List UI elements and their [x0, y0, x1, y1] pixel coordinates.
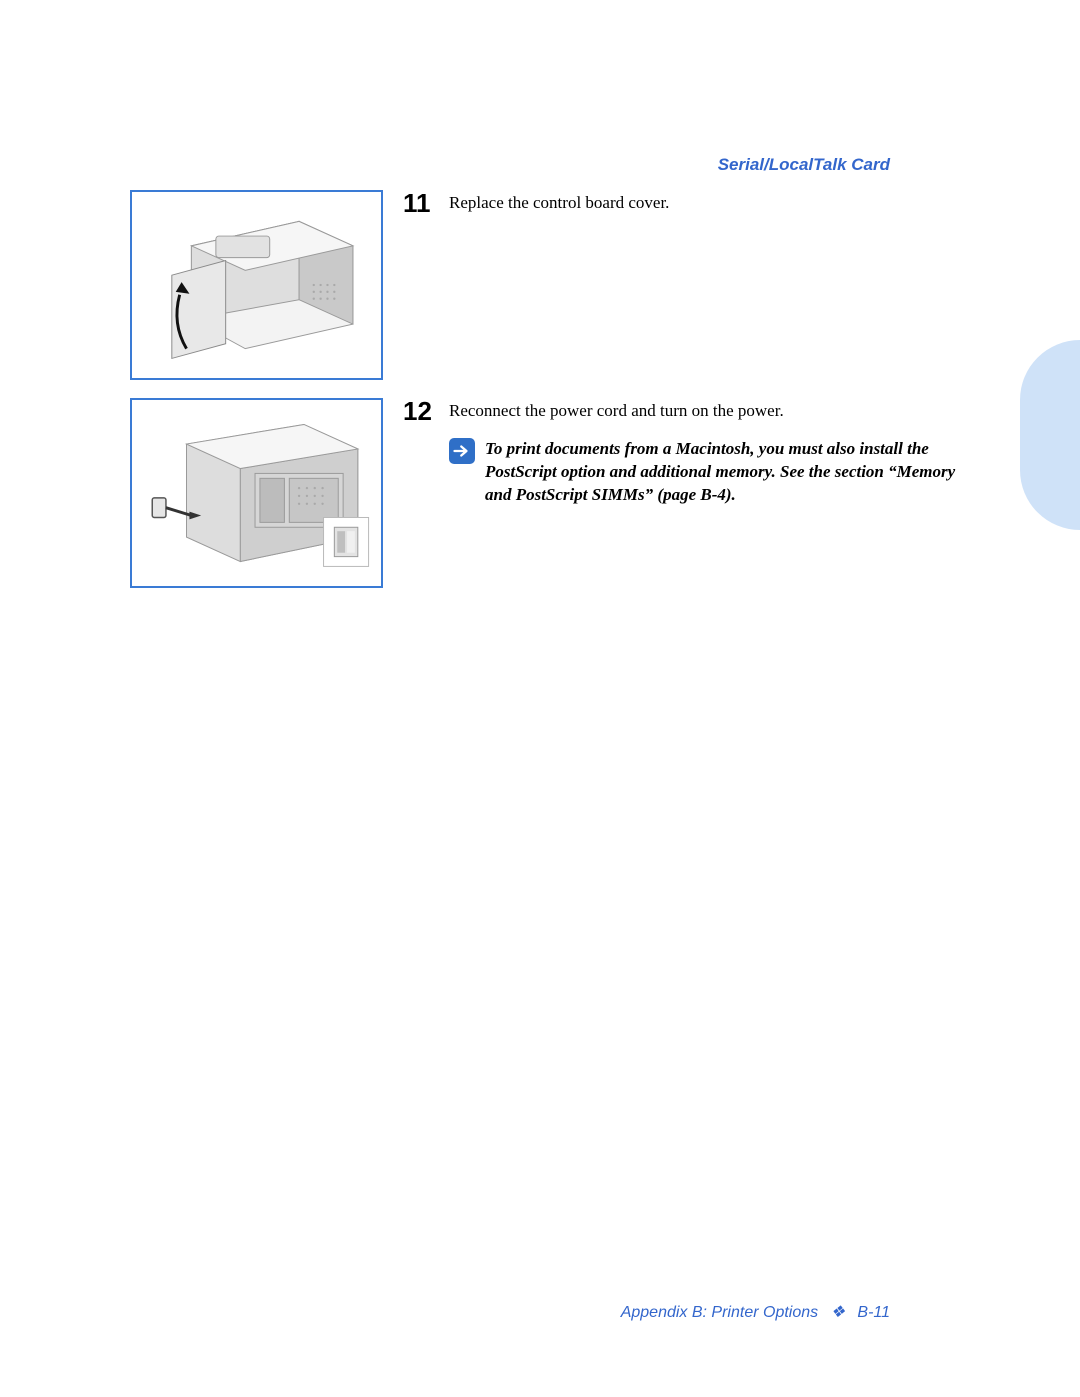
- thumb-tab: [1020, 340, 1080, 530]
- page-footer: Appendix B: Printer Options ❖ B-11: [621, 1302, 890, 1322]
- step-row: 12 Reconnect the power cord and turn on …: [130, 398, 960, 588]
- step-number: 11: [403, 190, 439, 216]
- footer-page-number: B-11: [857, 1304, 890, 1321]
- footer-bullet-icon: ❖: [831, 1304, 845, 1321]
- step-instruction: Reconnect the power cord and turn on the…: [449, 398, 784, 423]
- manual-page: Serial/LocalTalk Card: [0, 0, 1080, 1397]
- section-header: Serial/LocalTalk Card: [718, 155, 890, 175]
- note-text: To print documents from a Macintosh, you…: [485, 438, 960, 507]
- printer-power-illustration: [132, 400, 381, 586]
- note-arrow-icon: [449, 438, 475, 464]
- step-number: 12: [403, 398, 439, 424]
- step-row: 11 Replace the control board cover.: [130, 190, 960, 380]
- step-text: 11 Replace the control board cover.: [403, 190, 960, 216]
- step-text: 12 Reconnect the power cord and turn on …: [403, 398, 960, 507]
- step-instruction: Replace the control board cover.: [449, 190, 669, 215]
- note-block: To print documents from a Macintosh, you…: [449, 438, 960, 507]
- figure-printer-power: [130, 398, 383, 588]
- footer-appendix: Appendix B: Printer Options: [621, 1304, 818, 1321]
- printer-cover-illustration: [132, 192, 381, 378]
- figure-printer-cover: [130, 190, 383, 380]
